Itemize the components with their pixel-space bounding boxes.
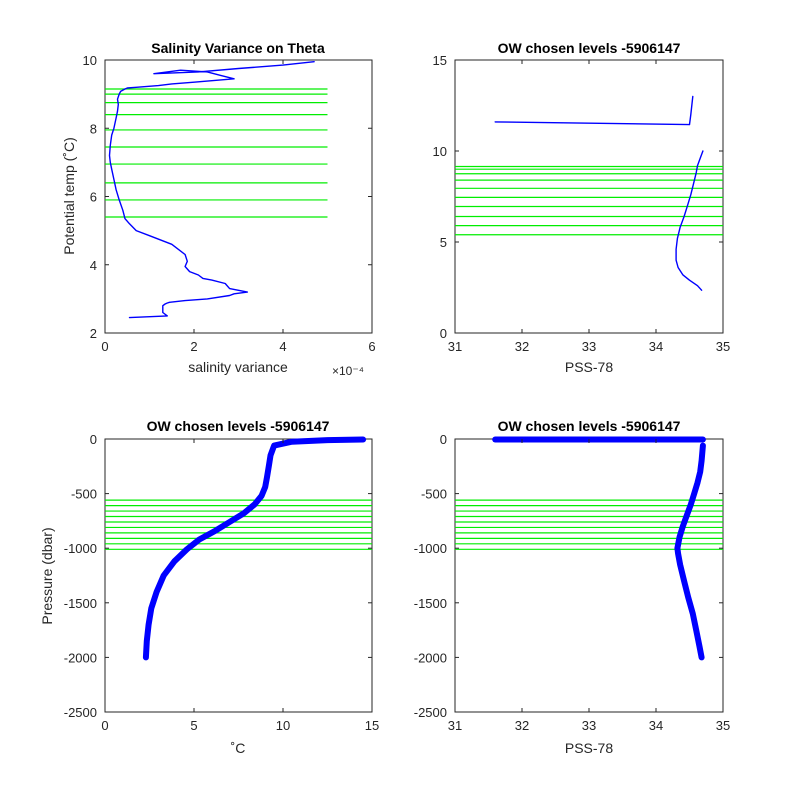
y-tick-label: 0 bbox=[440, 432, 447, 447]
y-tick-label: -1500 bbox=[64, 596, 97, 611]
series-layer bbox=[108, 61, 315, 319]
plot-frame bbox=[454, 59, 724, 334]
panel-temperature-pressure: 0 5 10 15 -2500 -2000 -1500 -1000 -500 0 OW chose… bbox=[39, 418, 379, 756]
y-tick-label: 8 bbox=[90, 121, 97, 136]
x-tick-label: 0 bbox=[101, 339, 108, 354]
x-tick-label: 4 bbox=[279, 339, 286, 354]
ticks-layer: 31 32 33 34 35 0 5 10 15 bbox=[433, 53, 731, 354]
y-tick-label: -500 bbox=[421, 487, 447, 502]
x-axis-label: PSS-78 bbox=[565, 359, 613, 375]
ticks-layer: 0 5 10 15 -2500 -2000 -1500 -1000 -500 0 bbox=[64, 432, 379, 733]
y-axis-label: Potential temp (˚C) bbox=[61, 137, 77, 254]
y-tick-label: -2500 bbox=[64, 705, 97, 720]
y-tick-label: 10 bbox=[83, 53, 97, 68]
x-tick-label: 31 bbox=[448, 339, 462, 354]
level-lines-layer bbox=[455, 165, 723, 236]
x-tick-label: 34 bbox=[649, 339, 663, 354]
y-tick-label: 5 bbox=[440, 235, 447, 250]
y-tick-label: 10 bbox=[433, 144, 447, 159]
x-axis-exponent: ×10⁻⁴ bbox=[332, 364, 364, 378]
x-tick-label: 31 bbox=[448, 718, 462, 733]
y-tick-label: 2 bbox=[90, 326, 97, 341]
x-tick-label: 33 bbox=[582, 339, 596, 354]
series-layer bbox=[494, 95, 704, 291]
plot-frame bbox=[454, 438, 724, 713]
y-tick-label: -2500 bbox=[414, 705, 447, 720]
x-axis-label: ˚C bbox=[231, 740, 246, 756]
series-line bbox=[142, 436, 367, 661]
plot-frame bbox=[104, 438, 373, 713]
panel-title: Salinity Variance on Theta bbox=[151, 40, 325, 56]
x-tick-label: 15 bbox=[365, 718, 379, 733]
series-line bbox=[674, 442, 706, 661]
panel-title: OW chosen levels -5906147 bbox=[498, 418, 681, 434]
x-tick-label: 32 bbox=[515, 339, 529, 354]
x-axis-label: PSS-78 bbox=[565, 740, 613, 756]
y-tick-label: 4 bbox=[90, 258, 97, 273]
level-lines-layer bbox=[105, 88, 328, 218]
series-layer bbox=[142, 436, 367, 661]
y-tick-label: -1000 bbox=[64, 541, 97, 556]
series-line bbox=[108, 61, 315, 319]
x-tick-label: 32 bbox=[515, 718, 529, 733]
panel-salinity-pressure: 31 32 33 34 35 -2500 -2000 -1500 -1000 -500 0 OW c… bbox=[414, 418, 730, 756]
y-tick-label: -1500 bbox=[414, 596, 447, 611]
panel-title: OW chosen levels -5906147 bbox=[147, 418, 330, 434]
x-tick-label: 2 bbox=[190, 339, 197, 354]
x-tick-label: 0 bbox=[101, 718, 108, 733]
x-axis-label: salinity variance bbox=[188, 359, 288, 375]
x-tick-label: 34 bbox=[649, 718, 663, 733]
level-lines-layer bbox=[105, 499, 372, 550]
x-tick-label: 35 bbox=[716, 718, 730, 733]
series-layer bbox=[492, 436, 706, 661]
y-tick-label: 6 bbox=[90, 190, 97, 205]
y-tick-label: 0 bbox=[90, 432, 97, 447]
y-tick-label: -1000 bbox=[414, 541, 447, 556]
x-tick-label: 5 bbox=[190, 718, 197, 733]
x-tick-label: 35 bbox=[716, 339, 730, 354]
ticks-layer: 31 32 33 34 35 -2500 -2000 -1500 -1000 -500 0 bbox=[414, 432, 730, 733]
x-tick-label: 33 bbox=[582, 718, 596, 733]
y-tick-label: -2000 bbox=[64, 650, 97, 665]
level-lines-layer bbox=[455, 499, 723, 550]
y-tick-label: 15 bbox=[433, 53, 447, 68]
x-tick-label: 10 bbox=[276, 718, 290, 733]
plot-frame bbox=[104, 59, 373, 334]
series-line bbox=[675, 150, 704, 291]
panel-salinity-theta: 31 32 33 34 35 0 5 10 15 OW chosen levels -59061… bbox=[433, 40, 731, 375]
panel-title: OW chosen levels -5906147 bbox=[498, 40, 681, 56]
y-axis-label: Pressure (dbar) bbox=[39, 527, 55, 624]
series-line bbox=[494, 95, 694, 126]
y-tick-label: 0 bbox=[440, 326, 447, 341]
y-tick-label: -2000 bbox=[414, 650, 447, 665]
y-tick-label: -500 bbox=[71, 487, 97, 502]
x-tick-label: 6 bbox=[368, 339, 375, 354]
